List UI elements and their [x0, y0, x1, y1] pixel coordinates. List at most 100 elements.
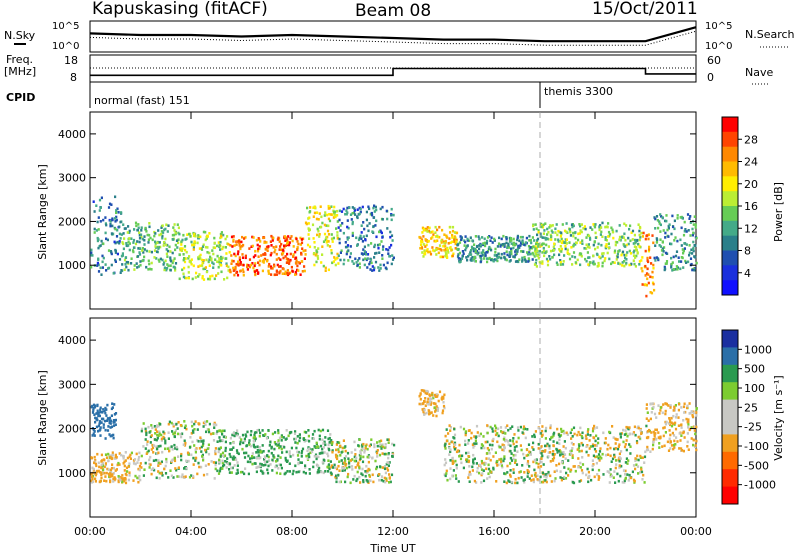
heatmap-cell — [109, 455, 112, 459]
heatmap-cell — [614, 447, 617, 450]
heatmap-cell — [678, 432, 681, 435]
heatmap-cell — [614, 481, 617, 484]
heatmap-cell — [470, 431, 473, 435]
heatmap-cell — [549, 438, 552, 441]
heatmap-cell — [147, 238, 150, 241]
heatmap-cell — [528, 239, 531, 242]
heatmap-cell — [648, 428, 651, 432]
heatmap-cell — [656, 238, 659, 241]
heatmap-cell — [251, 244, 254, 248]
heatmap-cell — [341, 446, 344, 450]
heatmap-cell — [97, 263, 100, 267]
heatmap-cell — [491, 427, 494, 430]
heatmap-cell — [633, 479, 636, 483]
heatmap-cell — [445, 234, 448, 238]
heatmap-cell — [455, 231, 459, 235]
heatmap-cell — [359, 234, 362, 238]
heatmap-cell — [523, 471, 526, 474]
heatmap-cell — [685, 230, 688, 233]
heatmap-cell — [382, 245, 385, 248]
colorbar-segment — [722, 399, 738, 418]
heatmap-cell — [550, 235, 553, 238]
heatmap-cell — [111, 224, 114, 228]
heatmap-cell — [506, 253, 509, 257]
heatmap-cell — [664, 412, 667, 416]
heatmap-cell — [628, 249, 631, 253]
heatmap-cell — [480, 473, 483, 477]
heatmap-cell — [299, 461, 302, 464]
heatmap-cell — [418, 402, 421, 406]
heatmap-cell — [670, 232, 673, 236]
heatmap-cell — [517, 244, 520, 248]
heatmap-cell — [258, 263, 261, 267]
heatmap-cell — [183, 266, 186, 270]
heatmap-cell — [327, 437, 330, 441]
heatmap-cell — [691, 227, 694, 231]
heatmap-cell — [430, 237, 433, 240]
heatmap-cell — [240, 470, 243, 474]
heatmap-cell — [618, 249, 621, 252]
heatmap-cell — [208, 258, 211, 261]
heatmap-cell — [101, 462, 104, 465]
heatmap-cell — [453, 427, 456, 431]
heatmap-cell — [368, 479, 371, 482]
heatmap-cell — [440, 239, 443, 243]
heatmap-cell — [102, 468, 105, 472]
heatmap-cell — [544, 222, 547, 225]
heatmap-cell — [307, 233, 310, 236]
heatmap-cell — [180, 249, 184, 252]
heatmap-cell — [236, 471, 240, 475]
heatmap-cell — [638, 233, 641, 237]
heatmap-cell — [574, 243, 577, 246]
heatmap-cell — [682, 405, 686, 409]
heatmap-cell — [336, 234, 339, 237]
heatmap-cell — [495, 480, 498, 483]
heatmap-cell — [336, 236, 339, 240]
heatmap-cell — [549, 224, 553, 228]
heatmap-cell — [390, 207, 393, 211]
heatmap-cell — [315, 454, 318, 458]
heatmap-cell — [564, 247, 567, 251]
heatmap-cell — [659, 435, 662, 439]
heatmap-cell — [183, 444, 187, 447]
heatmap-cell — [256, 448, 259, 452]
heatmap-cell — [297, 470, 300, 474]
heatmap-cell — [147, 425, 150, 429]
heatmap-cell — [260, 450, 263, 453]
heatmap-cell — [335, 474, 338, 478]
heatmap-cell — [273, 264, 276, 268]
heatmap-cell — [293, 437, 296, 441]
heatmap-cell — [506, 246, 509, 250]
colorbar-segment — [722, 176, 738, 192]
heatmap-cell — [313, 211, 316, 215]
heatmap-cell — [533, 433, 536, 437]
heatmap-cell — [615, 459, 618, 462]
heatmap-cell — [206, 234, 209, 238]
heatmap-cell — [423, 408, 426, 412]
heatmap-cell — [518, 239, 521, 243]
heatmap-cell — [140, 429, 143, 433]
heatmap-cell — [347, 236, 350, 239]
heatmap-cell — [637, 242, 640, 246]
heatmap-cell — [173, 223, 176, 226]
heatmap-cell — [334, 215, 337, 219]
heatmap-cell — [467, 476, 470, 479]
heatmap-cell — [628, 263, 631, 267]
heatmap-cell — [371, 269, 374, 272]
heatmap-cell — [321, 428, 325, 432]
heatmap-cell — [169, 264, 172, 267]
heatmap-cell — [646, 448, 650, 452]
heatmap-cell — [128, 248, 131, 252]
heatmap-cell — [491, 430, 494, 433]
heatmap-cell — [103, 409, 106, 413]
heatmap-cell — [164, 464, 167, 468]
heatmap-cell — [219, 453, 222, 456]
heatmap-cell — [267, 459, 271, 462]
heatmap-cell — [664, 251, 668, 255]
heatmap-cell — [327, 233, 331, 236]
heatmap-cell — [425, 411, 428, 415]
heatmap-cell — [652, 241, 655, 245]
heatmap-cell — [595, 444, 598, 447]
heatmap-cell — [295, 259, 298, 262]
heatmap-cell — [420, 238, 424, 241]
